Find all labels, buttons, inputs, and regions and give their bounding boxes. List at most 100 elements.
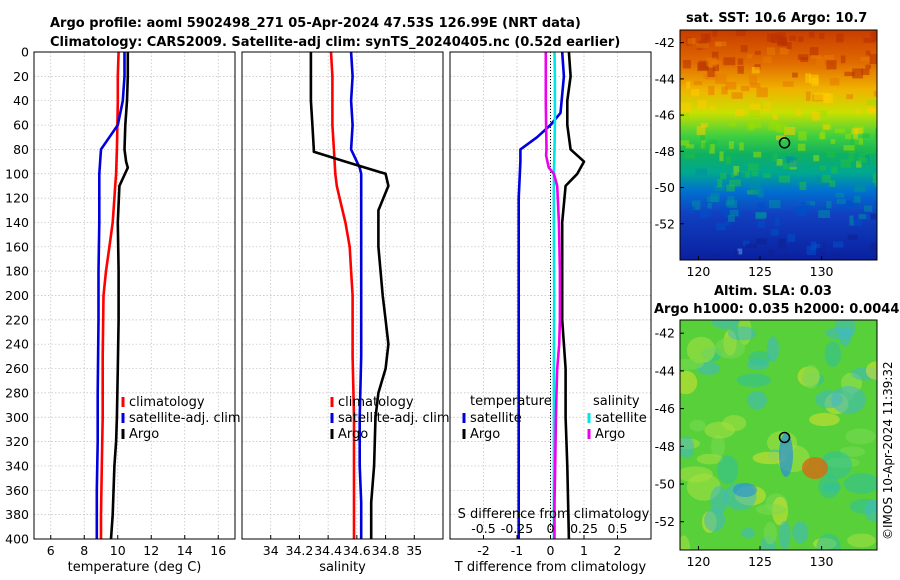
x-tick-label: 34.2 [286, 543, 314, 558]
sla-blob [865, 361, 877, 380]
sst-cell [737, 248, 743, 255]
sst-cell [689, 206, 696, 214]
sst-cell [714, 185, 725, 192]
sst-cell [863, 37, 876, 43]
sst-cell [754, 50, 761, 55]
depth-tick-label: 260 [5, 361, 29, 376]
sst-cell [729, 209, 739, 217]
sst-cell [829, 78, 840, 86]
sla-blob [752, 451, 788, 465]
sla-low-anomaly [733, 483, 757, 497]
sst-cell [720, 206, 729, 214]
sst-cell [700, 134, 705, 141]
x-tick-label: 34.6 [343, 543, 371, 558]
legend-label-t-argo: Argo [470, 427, 500, 442]
sst-cell [875, 128, 877, 138]
sst-cell [750, 82, 761, 88]
depth-tick-label: 360 [5, 483, 29, 498]
x-tick-label: 10 [110, 543, 126, 558]
sst-cell [749, 103, 761, 112]
sst-cell [750, 122, 762, 129]
sst-cell [700, 33, 711, 43]
sst-cell [797, 54, 809, 60]
sla-blob [755, 504, 787, 515]
sla-blob [778, 520, 791, 550]
sst-cell [707, 67, 715, 78]
sst-cell [831, 166, 838, 174]
sst-cell [780, 257, 789, 260]
sst-cell [819, 207, 830, 213]
sst-cell [786, 42, 792, 49]
sst-cell [694, 81, 703, 86]
sst-cell [864, 205, 873, 212]
sst-cell [870, 213, 877, 220]
sst-cell [681, 112, 689, 118]
sst-cell [686, 81, 691, 89]
title-line-2: Climatology: CARS2009. Satellite-adj cli… [50, 35, 620, 50]
sst-cell [707, 202, 712, 209]
map-y-tick-label: -44 [655, 71, 675, 86]
sst-cell [756, 238, 768, 245]
sst-cell [819, 242, 825, 250]
sla-blob [864, 499, 877, 523]
sla-low-anomaly [779, 433, 793, 477]
sla-blob [845, 428, 876, 445]
sst-cell [851, 127, 863, 134]
sst-cell [708, 85, 715, 96]
sst-map-title: sat. SST: 10.6 Argo: 10.7 [686, 11, 867, 26]
sst-cell [737, 65, 744, 74]
sst-cell [865, 50, 871, 56]
sla-blob [680, 436, 695, 459]
sst-cell [763, 173, 771, 179]
sst-cell [734, 109, 745, 117]
map-y-tick-label: -50 [655, 477, 675, 492]
secondary-tick-label: 0 [547, 521, 555, 536]
map-x-tick-label: 120 [687, 554, 711, 569]
sst-cell [783, 253, 788, 259]
sst-cell [740, 85, 750, 92]
sst-cell [856, 160, 862, 168]
sst-cell [725, 155, 732, 165]
sst-cell [697, 100, 707, 110]
depth-tick-label: 100 [5, 166, 29, 181]
depth-tick-label: 320 [5, 434, 29, 449]
sst-cell [755, 212, 767, 218]
sst-cell [836, 199, 846, 204]
sst-cell [850, 129, 855, 135]
series-line-temperature-satellite [517, 51, 566, 539]
legend-salinity: climatology satellite-adj. clim Argo [330, 395, 450, 442]
sst-cell [770, 229, 779, 236]
sst-cell [837, 205, 848, 211]
sst-cell [798, 131, 807, 141]
sst-cell [846, 94, 854, 100]
map-x-tick-label: 130 [810, 264, 834, 279]
legend-label-climatology: climatology [129, 395, 205, 410]
sst-cell [733, 165, 740, 176]
legend-difference: temperature satellite Argo salinity sate… [462, 394, 647, 442]
depth-tick-label: 180 [5, 264, 29, 279]
sst-cell [737, 172, 745, 179]
sst-cell [711, 51, 719, 59]
sst-cell [805, 201, 816, 206]
sst-cell [772, 153, 778, 162]
sla-blob [680, 370, 698, 395]
sst-map-frame [679, 29, 878, 261]
sst-cell [870, 243, 877, 252]
sst-cell [729, 122, 737, 127]
sla-blob [704, 508, 726, 532]
sst-cell [853, 196, 861, 203]
sla-blob [838, 330, 851, 347]
sla-blob [704, 421, 736, 439]
x-axis-label: temperature (deg C) [68, 560, 202, 575]
title-line-1: Argo profile: aoml 5902498_271 05-Apr-20… [50, 16, 581, 31]
temperature-panel: 6 8 10 12 14 16 temperature (deg C) 0 20 40 60 80 10… [5, 45, 236, 575]
depth-tick-label: 300 [5, 410, 29, 425]
sla-blob [802, 364, 820, 389]
sst-map-axes: 120 125 130 -42 -44 -46 -48 -50 -52 [655, 35, 834, 279]
sst-cell [762, 56, 772, 64]
sst-cell [682, 59, 691, 69]
sst-cell [774, 32, 786, 40]
depth-tick-label: 200 [5, 288, 29, 303]
sst-cell [805, 91, 811, 101]
sst-cell [854, 186, 866, 193]
